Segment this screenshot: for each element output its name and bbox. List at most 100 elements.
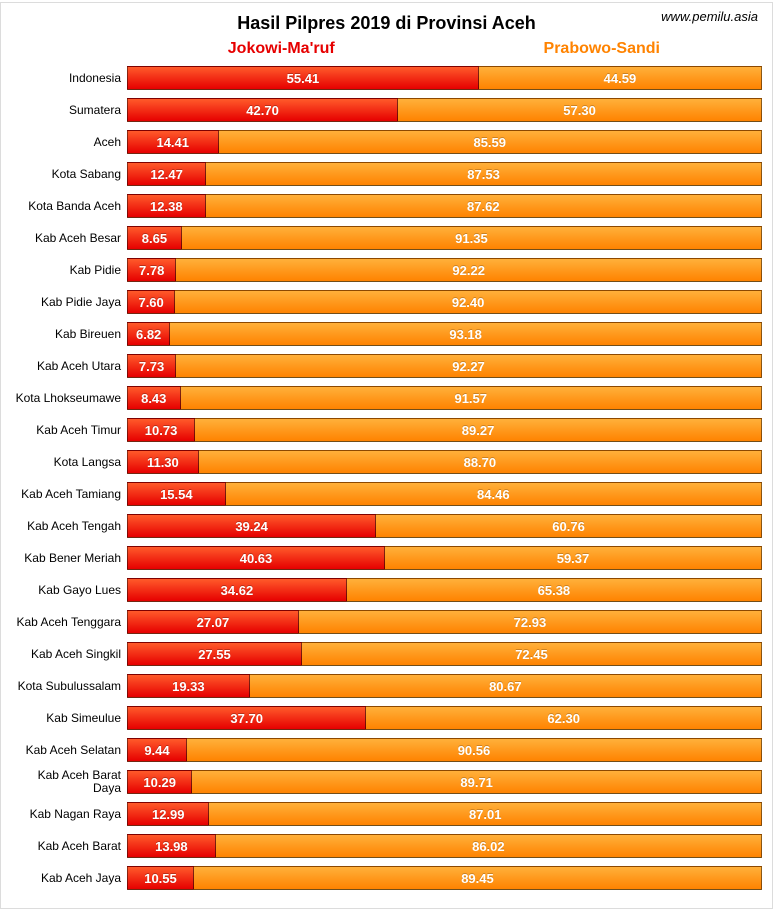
bar-segment-jokowi: 7.78 (127, 258, 176, 282)
bar-segment-jokowi: 10.73 (127, 418, 195, 442)
row-label: Kab Aceh Selatan (11, 744, 127, 757)
row-label: Kab Nagan Raya (11, 808, 127, 821)
bar-segment-prabowo: 89.71 (192, 770, 762, 794)
bar-row: Kab Aceh Selatan9.4490.56 (11, 736, 762, 764)
bar-segment-prabowo: 72.93 (299, 610, 762, 634)
bar-track: 7.7392.27 (127, 354, 762, 378)
bar-row: Kab Aceh Utara7.7392.27 (11, 352, 762, 380)
row-label: Kota Langsa (11, 456, 127, 469)
bar-segment-prabowo: 87.62 (206, 194, 762, 218)
bar-segment-prabowo: 93.18 (170, 322, 762, 346)
bar-segment-prabowo: 84.46 (226, 482, 762, 506)
bar-segment-jokowi: 27.55 (127, 642, 302, 666)
bar-segment-prabowo: 91.57 (181, 386, 762, 410)
bar-segment-jokowi: 19.33 (127, 674, 250, 698)
row-label: Kab Aceh Barat (11, 840, 127, 853)
bar-segment-prabowo: 87.53 (206, 162, 762, 186)
row-label: Kota Lhokseumawe (11, 392, 127, 405)
bar-track: 15.5484.46 (127, 482, 762, 506)
bar-segment-jokowi: 6.82 (127, 322, 170, 346)
bar-row: Kab Aceh Tamiang15.5484.46 (11, 480, 762, 508)
bar-segment-prabowo: 86.02 (216, 834, 762, 858)
bar-rows-container: Indonesia55.4144.59Sumatera42.7057.30Ace… (11, 64, 762, 892)
bar-track: 39.2460.76 (127, 514, 762, 538)
bar-segment-jokowi: 14.41 (127, 130, 219, 154)
row-label: Kab Pidie Jaya (11, 296, 127, 309)
bar-row: Kota Sabang12.4787.53 (11, 160, 762, 188)
bar-row: Kab Bener Meriah40.6359.37 (11, 544, 762, 572)
bar-segment-prabowo: 62.30 (366, 706, 762, 730)
bar-segment-jokowi: 42.70 (127, 98, 398, 122)
legend-series-a: Jokowi-Ma'ruf (121, 40, 442, 58)
bar-row: Kab Aceh Besar8.6591.35 (11, 224, 762, 252)
bar-row: Kab Aceh Singkil27.5572.45 (11, 640, 762, 668)
bar-track: 55.4144.59 (127, 66, 762, 90)
bar-track: 7.6092.40 (127, 290, 762, 314)
bar-row: Kab Simeulue37.7062.30 (11, 704, 762, 732)
bar-segment-prabowo: 44.59 (479, 66, 762, 90)
bar-track: 27.0772.93 (127, 610, 762, 634)
bar-segment-jokowi: 15.54 (127, 482, 226, 506)
bar-segment-prabowo: 89.27 (195, 418, 762, 442)
bar-segment-jokowi: 12.38 (127, 194, 206, 218)
bar-row: Kab Nagan Raya12.9987.01 (11, 800, 762, 828)
bar-segment-jokowi: 39.24 (127, 514, 376, 538)
bar-segment-prabowo: 65.38 (347, 578, 762, 602)
bar-segment-jokowi: 7.73 (127, 354, 176, 378)
bar-segment-prabowo: 87.01 (209, 802, 762, 826)
bar-segment-jokowi: 7.60 (127, 290, 175, 314)
row-label: Kab Pidie (11, 264, 127, 277)
row-label: Kab Aceh Jaya (11, 872, 127, 885)
bar-segment-jokowi: 12.47 (127, 162, 206, 186)
bar-track: 42.7057.30 (127, 98, 762, 122)
bar-segment-jokowi: 8.65 (127, 226, 182, 250)
bar-row: Kota Banda Aceh12.3887.62 (11, 192, 762, 220)
bar-row: Kota Langsa11.3088.70 (11, 448, 762, 476)
bar-track: 10.2989.71 (127, 770, 762, 794)
bar-segment-prabowo: 90.56 (187, 738, 762, 762)
bar-track: 40.6359.37 (127, 546, 762, 570)
row-label: Kab Aceh Tamiang (11, 488, 127, 501)
bar-segment-prabowo: 92.27 (176, 354, 762, 378)
bar-segment-prabowo: 91.35 (182, 226, 762, 250)
row-label: Kab Aceh Tenggara (11, 616, 127, 629)
bar-track: 34.6265.38 (127, 578, 762, 602)
row-label: Kab Bireuen (11, 328, 127, 341)
bar-segment-prabowo: 80.67 (250, 674, 762, 698)
row-label: Kab Aceh Utara (11, 360, 127, 373)
bar-track: 14.4185.59 (127, 130, 762, 154)
bar-row: Kab Pidie Jaya7.6092.40 (11, 288, 762, 316)
bar-track: 19.3380.67 (127, 674, 762, 698)
row-label: Kota Sabang (11, 168, 127, 181)
row-label: Kab Aceh Besar (11, 232, 127, 245)
row-label: Sumatera (11, 104, 127, 117)
bar-row: Kab Aceh Barat13.9886.02 (11, 832, 762, 860)
bar-track: 10.5589.45 (127, 866, 762, 890)
bar-segment-jokowi: 13.98 (127, 834, 216, 858)
bar-segment-prabowo: 60.76 (376, 514, 762, 538)
legend-series-b: Prabowo-Sandi (442, 40, 763, 58)
bar-segment-prabowo: 92.40 (175, 290, 762, 314)
bar-row: Kab Aceh Tengah39.2460.76 (11, 512, 762, 540)
row-label: Kab Aceh Timur (11, 424, 127, 437)
bar-track: 8.4391.57 (127, 386, 762, 410)
bar-track: 37.7062.30 (127, 706, 762, 730)
bar-row: Sumatera42.7057.30 (11, 96, 762, 124)
chart-legend: Jokowi-Ma'ruf Prabowo-Sandi (11, 40, 762, 58)
bar-segment-jokowi: 55.41 (127, 66, 479, 90)
bar-segment-prabowo: 92.22 (176, 258, 762, 282)
bar-segment-jokowi: 27.07 (127, 610, 299, 634)
bar-row: Kab Aceh Tenggara27.0772.93 (11, 608, 762, 636)
bar-row: Kab Aceh Barat Daya10.2989.71 (11, 768, 762, 796)
bar-track: 8.6591.35 (127, 226, 762, 250)
bar-row: Kab Aceh Timur10.7389.27 (11, 416, 762, 444)
bar-segment-jokowi: 10.29 (127, 770, 192, 794)
bar-row: Kab Pidie7.7892.22 (11, 256, 762, 284)
bar-track: 9.4490.56 (127, 738, 762, 762)
bar-row: Kab Bireuen6.8293.18 (11, 320, 762, 348)
source-label: www.pemilu.asia (661, 9, 758, 24)
bar-segment-prabowo: 57.30 (398, 98, 762, 122)
bar-row: Aceh14.4185.59 (11, 128, 762, 156)
election-results-chart: www.pemilu.asia Hasil Pilpres 2019 di Pr… (0, 2, 773, 909)
bar-track: 13.9886.02 (127, 834, 762, 858)
